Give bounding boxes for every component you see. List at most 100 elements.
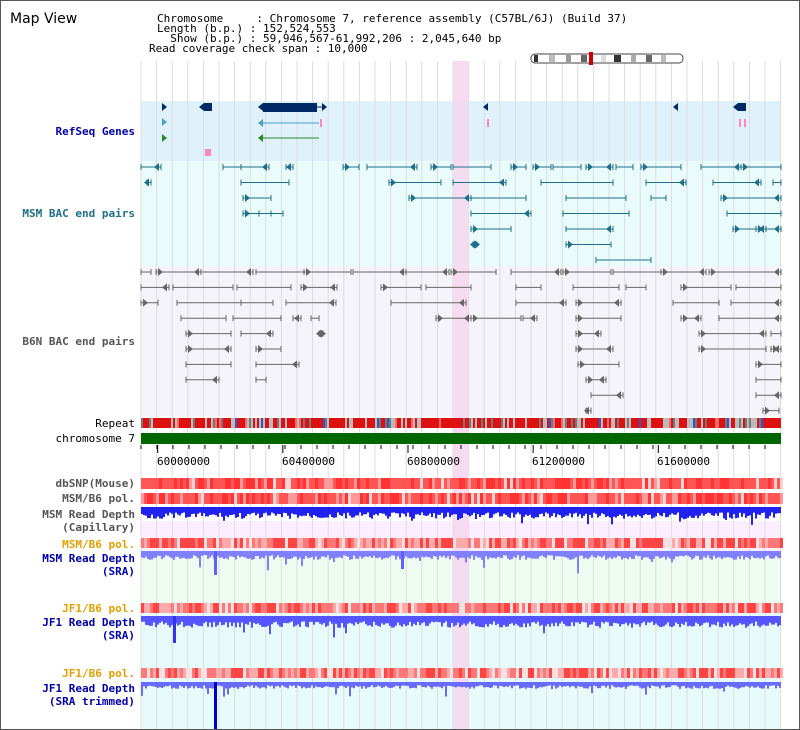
heat-cell <box>156 603 159 613</box>
repeat-segment <box>533 418 535 428</box>
heat-cell <box>459 478 462 489</box>
heat-cell <box>150 478 153 489</box>
heat-cell <box>651 668 654 678</box>
heat-cell <box>735 493 738 504</box>
heat-cell <box>741 538 744 548</box>
read-depth-bar <box>673 551 675 560</box>
read-depth-bar <box>619 682 621 688</box>
heat-cell <box>579 603 582 613</box>
read-depth-bar <box>373 551 375 556</box>
read-depth-bar <box>421 682 423 687</box>
read-depth-bar <box>523 507 525 517</box>
heat-cell <box>633 603 636 613</box>
heat-cell <box>342 478 345 489</box>
read-depth-bar <box>467 507 469 516</box>
heat-cell <box>540 478 543 489</box>
heat-cell <box>696 538 699 548</box>
heat-cell <box>672 603 675 613</box>
repeat-segment <box>323 418 325 428</box>
bac-end-arrow <box>399 268 404 276</box>
read-depth-bar <box>335 551 337 558</box>
heat-cell <box>507 603 510 613</box>
read-depth-bar <box>621 682 623 688</box>
read-depth-bar <box>531 507 533 518</box>
read-depth-bar <box>739 616 741 624</box>
heat-cell <box>354 478 357 489</box>
heat-cell <box>576 668 579 678</box>
read-depth-bar <box>677 682 679 687</box>
heat-cell <box>201 493 204 504</box>
read-depth-bar <box>425 507 427 517</box>
heat-cell <box>759 493 762 504</box>
heat-cell <box>543 538 546 548</box>
heat-cell <box>540 603 543 613</box>
repeat-segment <box>461 418 463 428</box>
heat-cell <box>756 668 759 678</box>
heat-cell <box>522 668 525 678</box>
read-depth-bar <box>621 507 623 516</box>
read-depth-bar <box>333 616 335 638</box>
heat-cell <box>282 668 285 678</box>
heat-cell <box>735 478 738 489</box>
read-depth-bar <box>315 682 317 687</box>
heat-cell <box>396 538 399 548</box>
read-depth-bar <box>509 551 511 560</box>
read-depth-bar <box>741 616 743 625</box>
heat-cell <box>663 493 666 504</box>
heat-cell <box>393 493 396 504</box>
read-depth-bar <box>505 507 507 515</box>
read-depth-bar <box>695 616 697 623</box>
read-depth-bar <box>597 551 599 556</box>
heat-cell <box>474 603 477 613</box>
heat-cell <box>243 603 246 613</box>
read-depth-bar <box>351 616 353 624</box>
heat-cell <box>309 493 312 504</box>
heat-cell <box>462 493 465 504</box>
read-depth-bar <box>545 551 547 558</box>
read-depth-bar <box>595 682 597 687</box>
read-depth-bar <box>257 682 259 688</box>
repeat-segment <box>275 418 277 428</box>
heat-cell <box>207 538 210 548</box>
read-depth-bar <box>615 507 617 518</box>
bac-end-arrow <box>711 268 716 276</box>
heat-cell <box>201 538 204 548</box>
heat-cell <box>780 478 783 489</box>
read-depth-bar <box>299 682 301 687</box>
heat-cell <box>741 493 744 504</box>
heat-cell <box>408 493 411 504</box>
repeat-segment <box>181 418 183 428</box>
heat-cell <box>774 603 777 613</box>
read-depth-bar <box>285 616 287 624</box>
read-depth-bar <box>219 551 221 558</box>
read-depth-bar <box>773 616 775 625</box>
heat-cell <box>210 538 213 548</box>
heat-cell <box>279 538 282 548</box>
read-depth-bar <box>477 507 479 515</box>
read-depth-bar <box>367 507 369 513</box>
heat-cell <box>381 493 384 504</box>
repeat-segment <box>353 418 355 428</box>
read-depth-bar <box>155 616 157 628</box>
heat-cell <box>540 538 543 548</box>
read-depth-bar <box>679 551 681 556</box>
read-depth-bar <box>399 551 401 560</box>
read-depth-bar <box>643 682 645 689</box>
read-depth-bar <box>627 551 629 560</box>
heat-cell <box>522 478 525 489</box>
heat-cell <box>630 478 633 489</box>
repeat-segment <box>559 418 561 428</box>
read-depth-bar <box>415 616 417 626</box>
read-depth-bar <box>493 551 495 558</box>
heat-cell <box>453 603 456 613</box>
heat-cell <box>594 668 597 678</box>
read-depth-bar <box>241 682 243 688</box>
repeat-segment <box>663 418 665 428</box>
read-depth-bar <box>737 507 739 518</box>
heat-cell <box>444 603 447 613</box>
read-depth-bar <box>301 682 303 689</box>
repeat-segment <box>401 418 403 428</box>
heat-cell <box>312 493 315 504</box>
repeat-segment <box>197 418 199 428</box>
